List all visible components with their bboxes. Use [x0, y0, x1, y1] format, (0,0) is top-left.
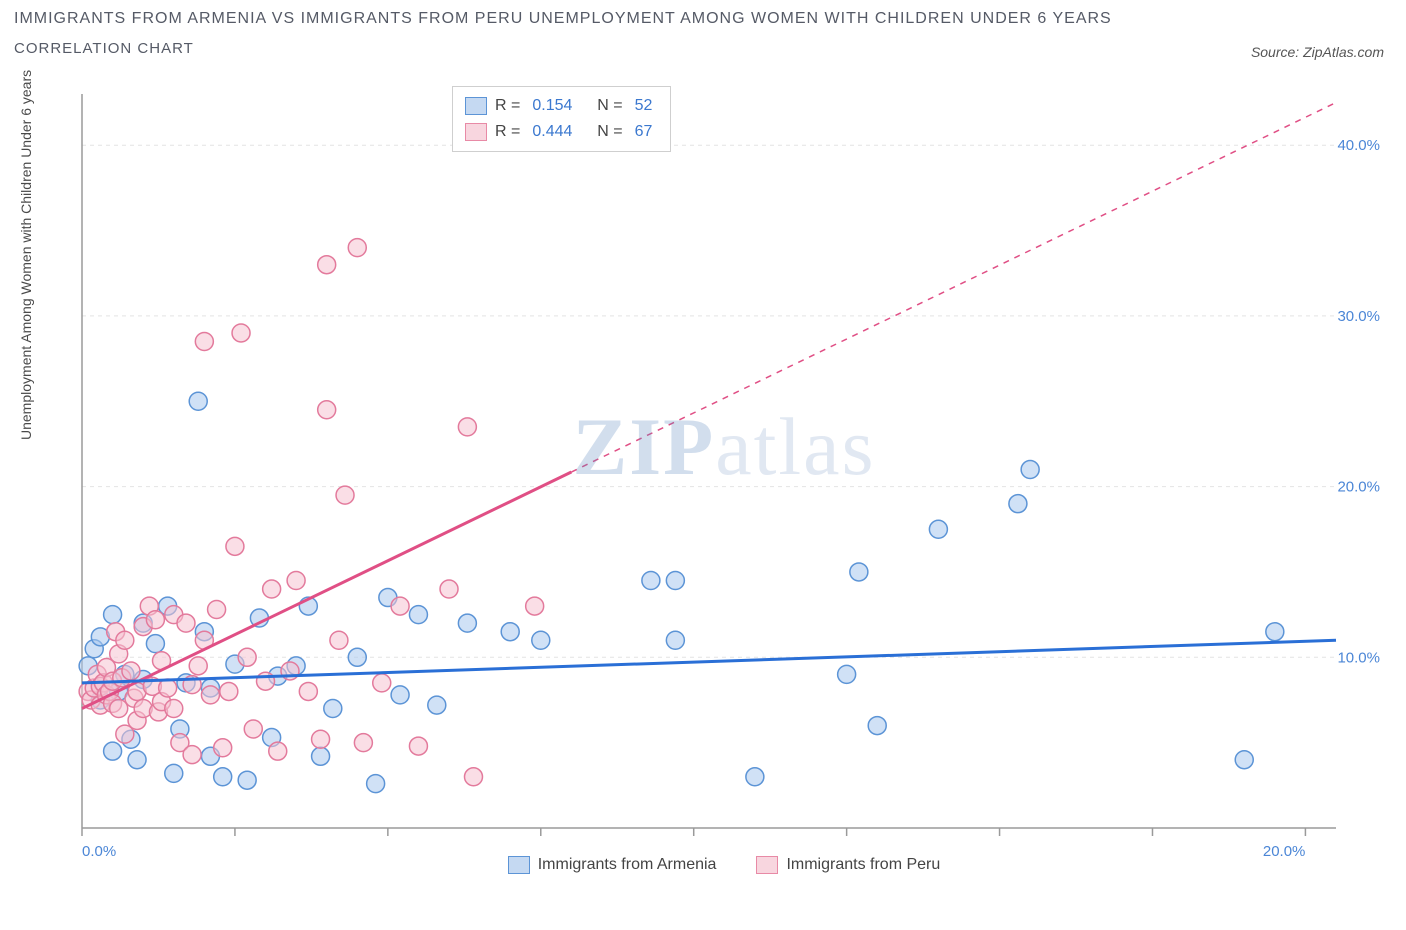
legend-series: Immigrants from Armenia Immigrants from … — [62, 856, 1386, 874]
r-value-peru: 0.444 — [532, 123, 572, 141]
legend-stats-row-peru: R = 0.444 N = 67 — [465, 119, 652, 145]
legend-stats: R = 0.154 N = 52 R = 0.444 N = 67 — [452, 86, 671, 152]
correlation-chart: 10.0%20.0%30.0%40.0%0.0%20.0% ZIPatlas R… — [62, 84, 1386, 874]
legend-label-peru: Immigrants from Peru — [786, 856, 940, 874]
n-value-armenia: 52 — [635, 97, 653, 115]
svg-text:20.0%: 20.0% — [1337, 479, 1380, 496]
legend-stats-row-armenia: R = 0.154 N = 52 — [465, 93, 652, 119]
svg-text:10.0%: 10.0% — [1337, 649, 1380, 666]
svg-text:30.0%: 30.0% — [1337, 308, 1380, 325]
page-subtitle: CORRELATION CHART — [0, 28, 1406, 57]
swatch-armenia-icon — [465, 97, 487, 115]
swatch-peru-icon — [465, 123, 487, 141]
swatch-armenia-icon — [508, 856, 530, 874]
source-citation: Source: ZipAtlas.com — [1251, 44, 1384, 60]
r-label: R = — [495, 123, 520, 141]
legend-label-armenia: Immigrants from Armenia — [538, 856, 717, 874]
r-value-armenia: 0.154 — [532, 97, 572, 115]
y-axis-label: Unemployment Among Women with Children U… — [18, 70, 34, 440]
legend-item-armenia: Immigrants from Armenia — [508, 856, 717, 874]
page-title: IMMIGRANTS FROM ARMENIA VS IMMIGRANTS FR… — [0, 0, 1406, 28]
chart-svg: 10.0%20.0%30.0%40.0%0.0%20.0% — [62, 84, 1386, 874]
swatch-peru-icon — [756, 856, 778, 874]
svg-text:40.0%: 40.0% — [1337, 137, 1380, 154]
n-label: N = — [597, 123, 622, 141]
n-label: N = — [597, 97, 622, 115]
n-value-peru: 67 — [635, 123, 653, 141]
r-label: R = — [495, 97, 520, 115]
legend-item-peru: Immigrants from Peru — [756, 856, 940, 874]
